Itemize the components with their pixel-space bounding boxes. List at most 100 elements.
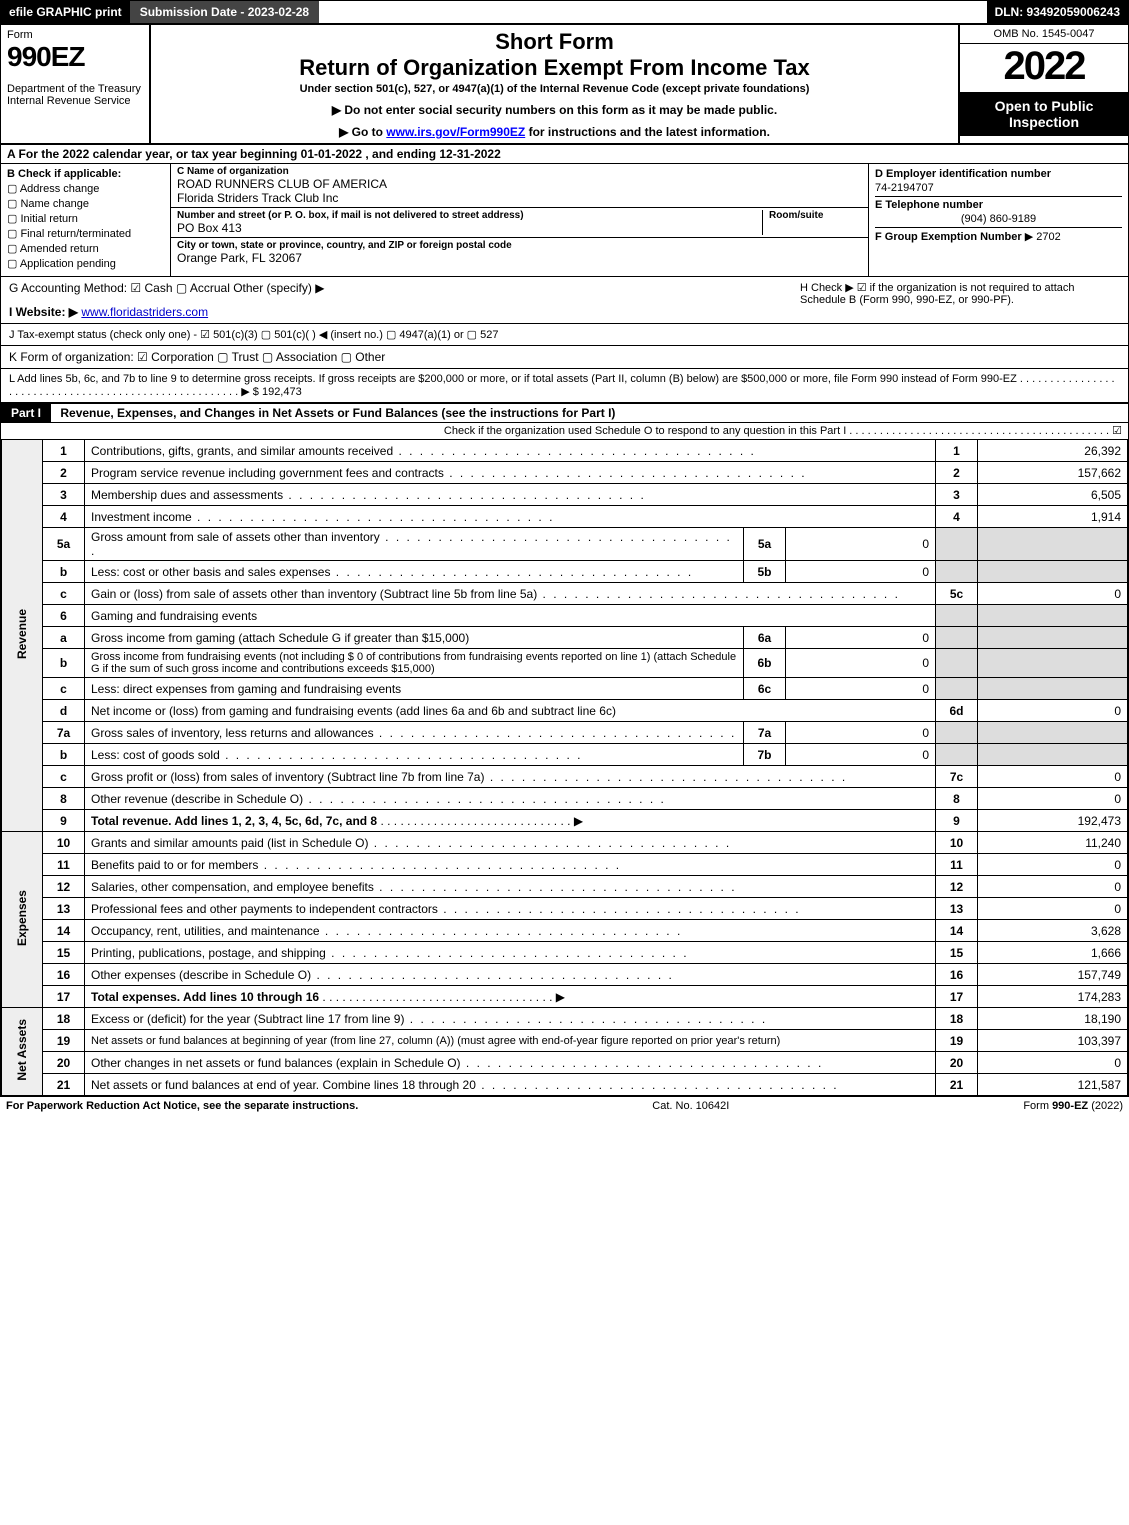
form-word: Form — [7, 29, 143, 41]
row-1-amt: 26,392 — [978, 440, 1128, 462]
row-7a-il: 7a — [744, 722, 786, 744]
footer-left: For Paperwork Reduction Act Notice, see … — [6, 1100, 358, 1112]
row-11-num: 11 — [43, 854, 85, 876]
org-name-1: ROAD RUNNERS CLUB OF AMERICA — [177, 177, 862, 191]
row-7c-text: Gross profit or (loss) from sales of inv… — [85, 766, 936, 788]
f-label: F Group Exemption Number — [875, 231, 1022, 243]
row-21-amt: 121,587 — [978, 1074, 1128, 1096]
row-21-ref: 21 — [936, 1074, 978, 1096]
row-19-text: Net assets or fund balances at beginning… — [85, 1030, 936, 1052]
line-g-accounting: G Accounting Method: ☑ Cash ▢ Accrual Ot… — [9, 281, 800, 295]
row-20-num: 20 — [43, 1052, 85, 1074]
row-16-ref: 16 — [936, 964, 978, 986]
row-18-num: 18 — [43, 1008, 85, 1030]
row-6c-ia: 0 — [786, 678, 936, 700]
page-footer: For Paperwork Reduction Act Notice, see … — [0, 1097, 1129, 1115]
row-7a-ia: 0 — [786, 722, 936, 744]
chk-application-pending[interactable]: Application pending — [7, 257, 164, 270]
row-7a-amt — [978, 722, 1128, 744]
chk-amended-return[interactable]: Amended return — [7, 242, 164, 255]
row-3-num: 3 — [43, 484, 85, 506]
row-1-num: 1 — [43, 440, 85, 462]
row-12-ref: 12 — [936, 876, 978, 898]
d-label: D Employer identification number — [875, 168, 1051, 180]
row-6c-ref — [936, 678, 978, 700]
website-link[interactable]: www.floridastriders.com — [81, 305, 208, 319]
row-11-ref: 11 — [936, 854, 978, 876]
row-12-amt: 0 — [978, 876, 1128, 898]
row-5a-ia: 0 — [786, 528, 936, 561]
row-13-text: Professional fees and other payments to … — [85, 898, 936, 920]
instructions-link[interactable]: www.irs.gov/Form990EZ — [386, 125, 525, 139]
line-j-tax-exempt: J Tax-exempt status (check only one) - ☑… — [1, 324, 1128, 346]
row-7b-ia: 0 — [786, 744, 936, 766]
part-i-table: Revenue 1 Contributions, gifts, grants, … — [1, 439, 1128, 1096]
netassets-side-label: Net Assets — [15, 1019, 29, 1081]
line-k-form-of-org: K Form of organization: ☑ Corporation ▢ … — [1, 346, 1128, 369]
row-9-amt: 192,473 — [978, 810, 1128, 832]
row-16-text: Other expenses (describe in Schedule O) — [85, 964, 936, 986]
row-1-ref: 1 — [936, 440, 978, 462]
row-13-ref: 13 — [936, 898, 978, 920]
row-6b-ref — [936, 649, 978, 678]
footer-form: Form 990-EZ (2022) — [1023, 1100, 1123, 1112]
row-16-num: 16 — [43, 964, 85, 986]
row-15-amt: 1,666 — [978, 942, 1128, 964]
row-7a-num: 7a — [43, 722, 85, 744]
footer-cat: Cat. No. 10642I — [652, 1100, 729, 1112]
row-17-num: 17 — [43, 986, 85, 1008]
row-6a-text: Gross income from gaming (attach Schedul… — [85, 627, 744, 649]
row-6b-il: 6b — [744, 649, 786, 678]
row-5c-ref: 5c — [936, 583, 978, 605]
row-6d-amt: 0 — [978, 700, 1128, 722]
section-c-org-info: C Name of organization ROAD RUNNERS CLUB… — [171, 164, 868, 276]
row-6b-amt — [978, 649, 1128, 678]
section-b-checkboxes: B Check if applicable: Address change Na… — [1, 164, 171, 276]
row-6-ref — [936, 605, 978, 627]
row-6b-text: Gross income from fundraising events (no… — [85, 649, 744, 678]
row-6c-il: 6c — [744, 678, 786, 700]
row-5b-il: 5b — [744, 561, 786, 583]
short-form-heading: Short Form — [159, 29, 950, 55]
row-2-ref: 2 — [936, 462, 978, 484]
row-7a-ref — [936, 722, 978, 744]
row-15-num: 15 — [43, 942, 85, 964]
form-subtitle: Under section 501(c), 527, or 4947(a)(1)… — [159, 83, 950, 95]
omb-number: OMB No. 1545-0047 — [960, 25, 1128, 44]
row-5b-ref — [936, 561, 978, 583]
b-label: B Check if applicable: — [7, 168, 121, 180]
line-l-gross-receipts: L Add lines 5b, 6c, and 7b to line 9 to … — [1, 369, 1128, 403]
chk-initial-return[interactable]: Initial return — [7, 212, 164, 225]
row-20-text: Other changes in net assets or fund bala… — [85, 1052, 936, 1074]
row-4-ref: 4 — [936, 506, 978, 528]
chk-address-change[interactable]: Address change — [7, 182, 164, 195]
row-14-text: Occupancy, rent, utilities, and maintena… — [85, 920, 936, 942]
org-address: PO Box 413 — [177, 221, 762, 235]
row-17-ref: 17 — [936, 986, 978, 1008]
row-14-num: 14 — [43, 920, 85, 942]
row-4-amt: 1,914 — [978, 506, 1128, 528]
row-11-amt: 0 — [978, 854, 1128, 876]
row-9-num: 9 — [43, 810, 85, 832]
row-6c-num: c — [43, 678, 85, 700]
row-20-ref: 20 — [936, 1052, 978, 1074]
row-3-text: Membership dues and assessments — [85, 484, 936, 506]
row-15-text: Printing, publications, postage, and shi… — [85, 942, 936, 964]
row-2-num: 2 — [43, 462, 85, 484]
efile-print-link[interactable]: efile GRAPHIC print — [1, 1, 130, 23]
row-8-num: 8 — [43, 788, 85, 810]
row-16-amt: 157,749 — [978, 964, 1128, 986]
row-6-amt — [978, 605, 1128, 627]
row-6-text: Gaming and fundraising events — [85, 605, 936, 627]
row-3-ref: 3 — [936, 484, 978, 506]
row-6a-num: a — [43, 627, 85, 649]
row-7a-text: Gross sales of inventory, less returns a… — [85, 722, 744, 744]
group-exemption: ▶ 2702 — [1025, 231, 1061, 243]
chk-final-return[interactable]: Final return/terminated — [7, 227, 164, 240]
part-i-label: Part I — [1, 404, 51, 422]
chk-name-change[interactable]: Name change — [7, 197, 164, 210]
row-19-amt: 103,397 — [978, 1030, 1128, 1052]
open-to-public: Open to Public Inspection — [960, 92, 1128, 136]
dln: DLN: 93492059006243 — [987, 1, 1128, 23]
row-9-ref: 9 — [936, 810, 978, 832]
